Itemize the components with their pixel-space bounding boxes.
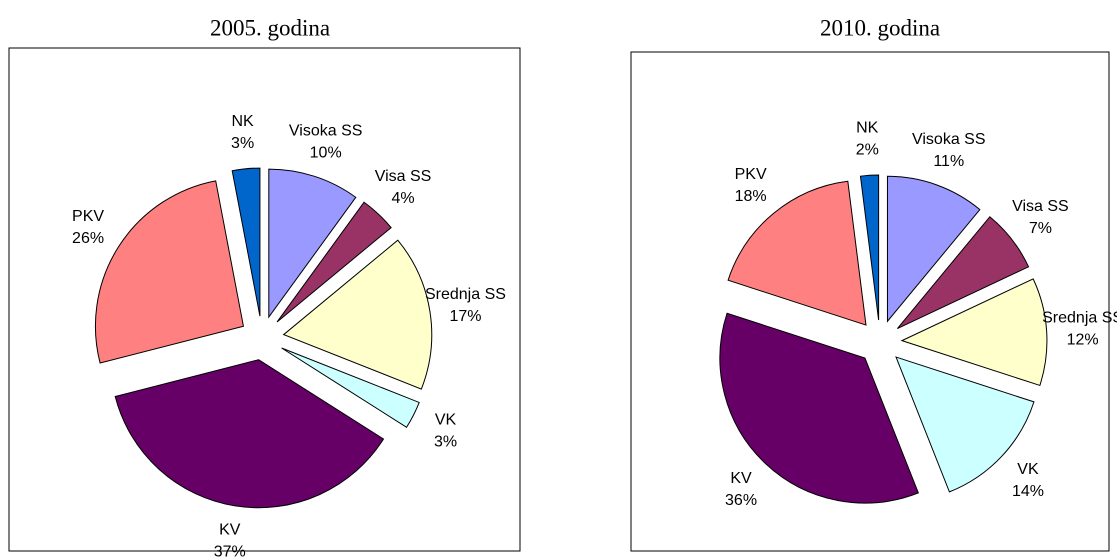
slice-label: Visa SS [1012, 198, 1069, 215]
pie-slice [886, 175, 981, 323]
slice-label: NK [856, 120, 879, 137]
pie-slice [282, 239, 433, 390]
pie-slice [231, 167, 261, 317]
slice-label: VK [435, 412, 457, 429]
slice-value-label: 4% [391, 190, 414, 207]
slice-label: Visa SS [375, 168, 432, 185]
pie-slice [727, 180, 867, 326]
slice-value-label: 26% [72, 230, 104, 247]
slice-value-label: 37% [214, 544, 246, 559]
slice-value-label: 17% [449, 308, 481, 325]
pie-slice [281, 347, 420, 428]
pie-slice [114, 359, 385, 509]
slice-value-label: 10% [310, 144, 342, 161]
slice-label: Srednja SS [425, 286, 506, 303]
pie-slice [276, 201, 392, 323]
slice-value-label: 7% [1029, 220, 1052, 237]
slice-value-label: 2% [856, 142, 879, 159]
slice-value-label: 12% [1067, 331, 1099, 348]
slice-label: Srednja SS [1042, 309, 1117, 326]
slice-value-label: 18% [735, 188, 767, 205]
slice-value-label: 36% [725, 492, 757, 509]
slice-label: Visoka SS [912, 131, 986, 148]
chart-title: 2010. godina [820, 15, 940, 40]
slice-value-label: 3% [231, 135, 254, 152]
pie-slice [900, 278, 1048, 387]
slice-label: PKV [735, 166, 767, 183]
slice-label: PKV [72, 208, 104, 225]
slice-label: VK [1017, 461, 1039, 478]
chart-title: 2005. godina [210, 15, 330, 40]
slice-label: NK [231, 113, 254, 130]
slice-value-label: 14% [1012, 483, 1044, 500]
pie-slice [719, 312, 919, 504]
pie-slice [859, 174, 880, 321]
slice-value-label: 3% [434, 434, 457, 451]
slice-label: KV [730, 470, 752, 487]
slice-label: KV [219, 522, 241, 539]
pie-slice [268, 168, 357, 319]
pie-slice [94, 180, 245, 364]
pie-slice [895, 356, 1035, 493]
pie-slice [896, 216, 1030, 329]
slice-value-label: 11% [933, 153, 964, 170]
slice-label: Visoka SS [289, 122, 363, 139]
